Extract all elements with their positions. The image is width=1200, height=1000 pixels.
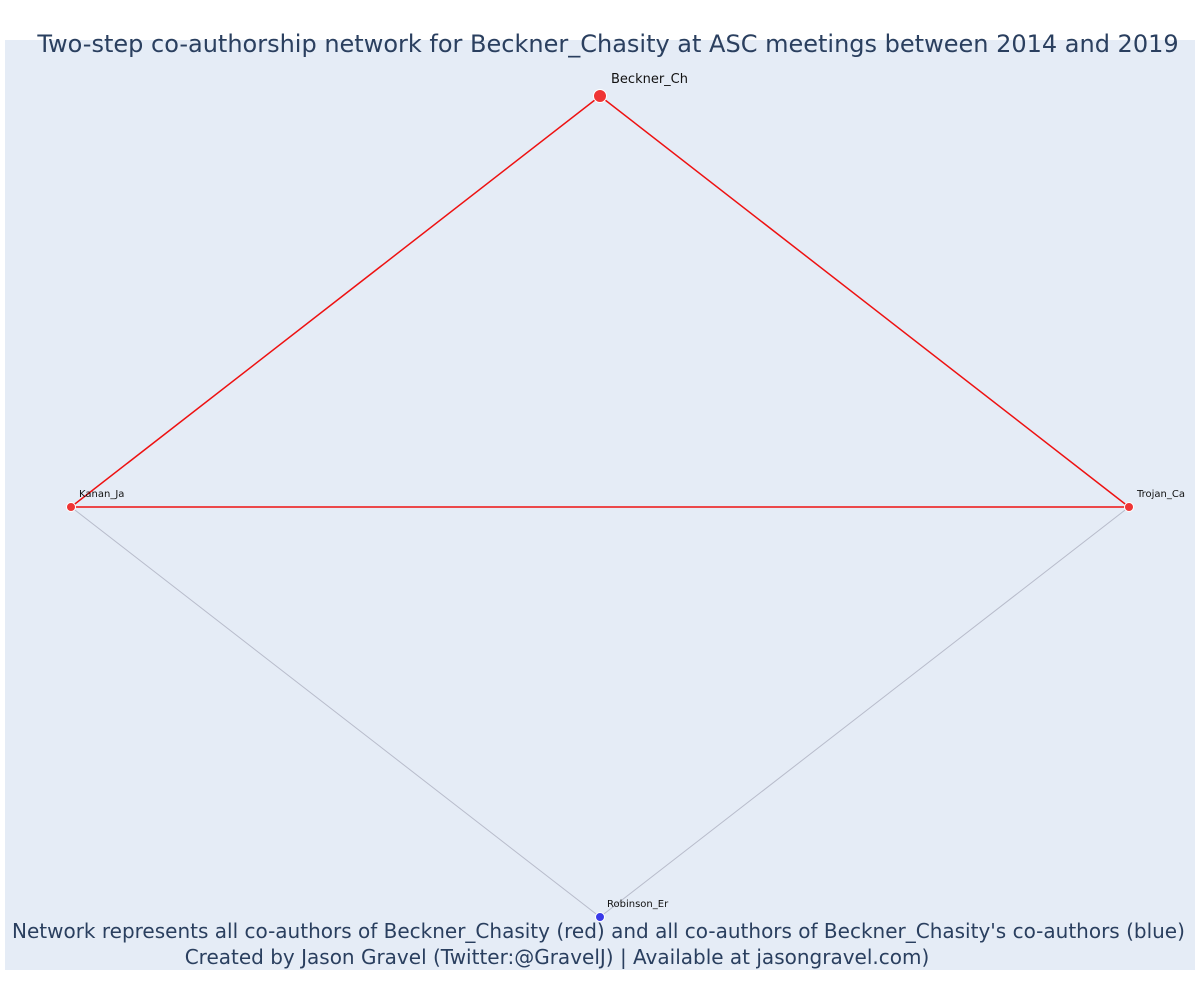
chart-title: Two-step co-authorship network for Beckn… xyxy=(37,30,1179,58)
edge-Kanan_Ja-Robinson_Er xyxy=(70,506,601,918)
edge-Trojan_Ca-Robinson_Er xyxy=(599,506,1130,918)
chart-caption: Network represents all co-authors of Bec… xyxy=(12,918,1185,970)
node-Robinson_Er[interactable] xyxy=(595,912,605,922)
edge-Beckner_Ch-Kanan_Ja xyxy=(70,95,601,508)
edge-Beckner_Ch-Trojan_Ca xyxy=(599,95,1130,508)
node-label-Kanan_Ja: Kanan_Ja xyxy=(79,489,124,500)
edges-layer xyxy=(70,95,1130,918)
node-Trojan_Ca[interactable] xyxy=(1124,502,1134,512)
node-Beckner_Ch[interactable] xyxy=(593,89,607,103)
node-Kanan_Ja[interactable] xyxy=(66,502,76,512)
caption-line-2: Created by Jason Gravel (Twitter:@Gravel… xyxy=(184,945,930,969)
nodes-layer xyxy=(66,89,1134,922)
plot-area xyxy=(5,40,1195,970)
labels-layer: Beckner_Ch Kanan_Ja Trojan_Ca Robinson_Er xyxy=(79,72,1185,910)
caption-line-1: Network represents all co-authors of Bec… xyxy=(12,919,1185,943)
node-label-Trojan_Ca: Trojan_Ca xyxy=(1136,489,1185,500)
node-label-Beckner_Ch: Beckner_Ch xyxy=(611,72,688,87)
node-label-Robinson_Er: Robinson_Er xyxy=(607,899,669,910)
